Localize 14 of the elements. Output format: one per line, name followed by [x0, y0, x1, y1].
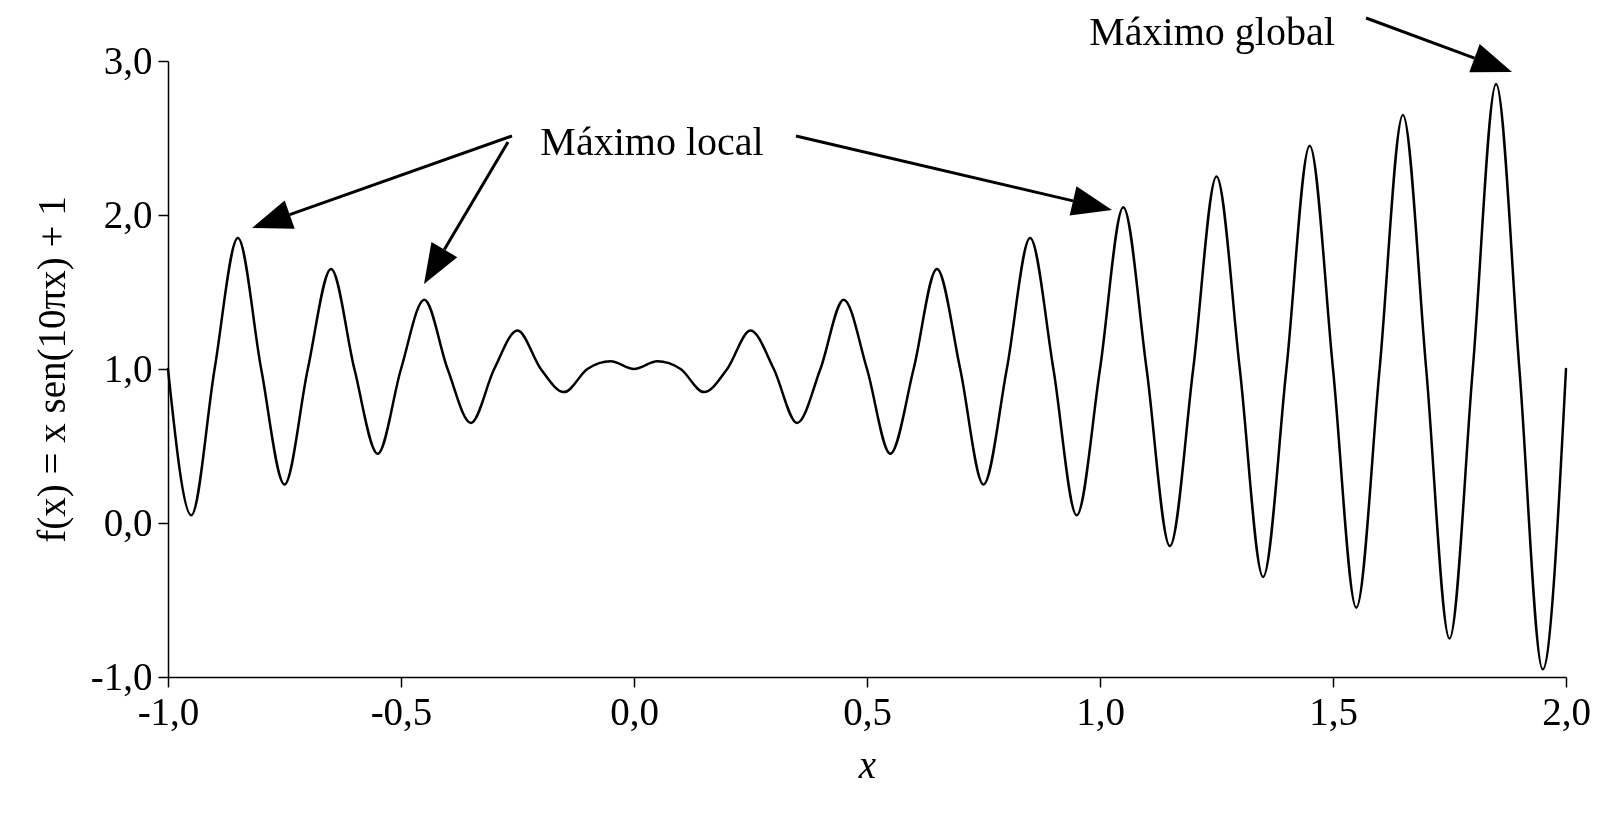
x-axis-title: x — [857, 742, 877, 786]
x-tick-label: 1,0 — [1076, 689, 1125, 733]
x-tick-label: -0,5 — [370, 689, 433, 733]
x-tick-label: 1,5 — [1309, 689, 1358, 733]
x-tick-label: 0,0 — [610, 689, 659, 733]
y-tick-label: 3,0 — [103, 38, 153, 82]
text: Máximo global — [1089, 8, 1335, 54]
x-tick-label: 0,5 — [843, 689, 892, 733]
y-axis-title: f(x) = x sen(10πx) + 1 — [29, 196, 74, 543]
y-tick-label: 1,0 — [103, 346, 153, 390]
y-tick-label: 2,0 — [103, 192, 153, 236]
annotation: Máximo local — [540, 118, 764, 164]
x-tick-label: 2,0 — [1542, 689, 1591, 733]
y-tick-label: 0,0 — [103, 500, 153, 544]
